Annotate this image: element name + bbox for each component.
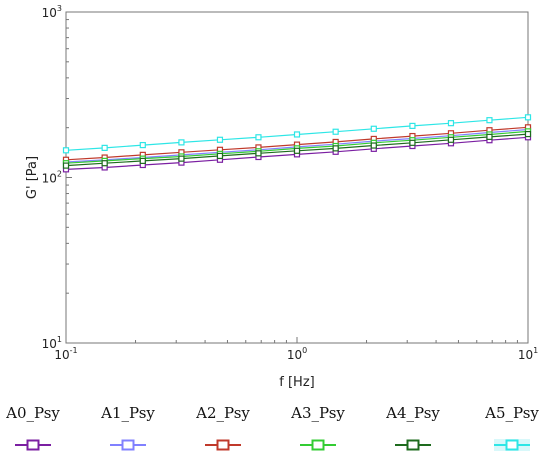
legend-label: A3_Psy xyxy=(291,404,345,422)
data-point-A4_Psy xyxy=(139,157,146,164)
data-point-A4_Psy xyxy=(101,160,108,167)
y-tick-label: 101 xyxy=(42,335,62,351)
data-point-A4_Psy xyxy=(178,155,185,162)
chart-area: 10-1 100 101 101 102 103 f [Hz] G' [Pa] xyxy=(25,4,539,390)
legend-swatch xyxy=(110,439,146,451)
legend-swatch-marker xyxy=(26,439,40,451)
data-point-A5_Psy xyxy=(101,144,108,151)
data-point-A4_Psy xyxy=(524,130,532,138)
data-point-A5_Psy xyxy=(139,141,146,149)
data-point-A4_Psy xyxy=(409,139,416,146)
x-tick-label: 10-1 xyxy=(54,346,77,362)
legend-swatch xyxy=(494,439,530,451)
data-point-A5_Psy xyxy=(486,117,493,124)
data-point-A5_Psy xyxy=(370,125,377,132)
legend-label: A1_Psy xyxy=(101,404,155,422)
tick-labels: 10-1 100 101 101 102 103 xyxy=(42,4,539,362)
data-point-A5_Psy xyxy=(447,120,455,127)
legend-swatch xyxy=(395,439,431,451)
data-point-A4_Psy xyxy=(293,147,301,154)
legend-item-A1_Psy: A1_Psy xyxy=(82,398,174,459)
data-point-A5_Psy xyxy=(293,131,301,138)
data-point-A4_Psy xyxy=(447,136,455,143)
legend-swatch xyxy=(205,439,241,451)
legend-swatch xyxy=(300,439,336,451)
legend-swatch xyxy=(15,439,51,451)
legend-swatch-marker xyxy=(311,439,325,451)
y-tick-label: 102 xyxy=(42,170,62,186)
legend-swatch-marker xyxy=(216,439,230,451)
series-markers xyxy=(62,114,532,173)
y-tick-label: 103 xyxy=(42,4,62,20)
data-point-A5_Psy xyxy=(62,147,70,154)
legend-swatch-marker xyxy=(505,439,519,451)
x-tick-label: 100 xyxy=(287,346,307,362)
data-point-A5_Psy xyxy=(524,114,532,121)
legend-item-A2_Psy: A2_Psy xyxy=(177,398,269,459)
data-point-A4_Psy xyxy=(370,142,377,149)
legend-label: A2_Psy xyxy=(196,404,250,422)
legend: A0_Psy A1_Psy A2_Psy A3_Psy A4_Psy A5_Psy xyxy=(0,398,550,459)
legend-swatch-marker xyxy=(406,439,420,451)
legend-item-A5_Psy: A5_Psy xyxy=(466,398,550,459)
data-point-A4_Psy xyxy=(332,145,339,152)
data-point-A4_Psy xyxy=(62,162,70,169)
data-point-A4_Psy xyxy=(216,152,224,160)
data-point-A5_Psy xyxy=(409,122,416,130)
x-tick-label: 101 xyxy=(518,346,538,362)
legend-swatch-marker xyxy=(121,439,135,451)
data-point-A5_Psy xyxy=(332,128,339,135)
plot-frame xyxy=(65,11,529,344)
data-point-A4_Psy xyxy=(255,150,262,157)
data-point-A5_Psy xyxy=(178,139,185,146)
data-point-A5_Psy xyxy=(255,134,262,141)
legend-item-A0_Psy: A0_Psy xyxy=(0,398,79,459)
data-point-A5_Psy xyxy=(216,136,224,143)
legend-label: A5_Psy xyxy=(485,404,539,422)
data-point-A4_Psy xyxy=(486,133,493,140)
legend-label: A4_Psy xyxy=(386,404,440,422)
legend-item-A4_Psy: A4_Psy xyxy=(367,398,459,459)
axis-ticks xyxy=(65,11,529,344)
x-axis-title: f [Hz] xyxy=(279,375,314,390)
y-axis-title: G' [Pa] xyxy=(25,156,40,199)
legend-item-A3_Psy: A3_Psy xyxy=(272,398,364,459)
legend-label: A0_Psy xyxy=(6,404,60,422)
